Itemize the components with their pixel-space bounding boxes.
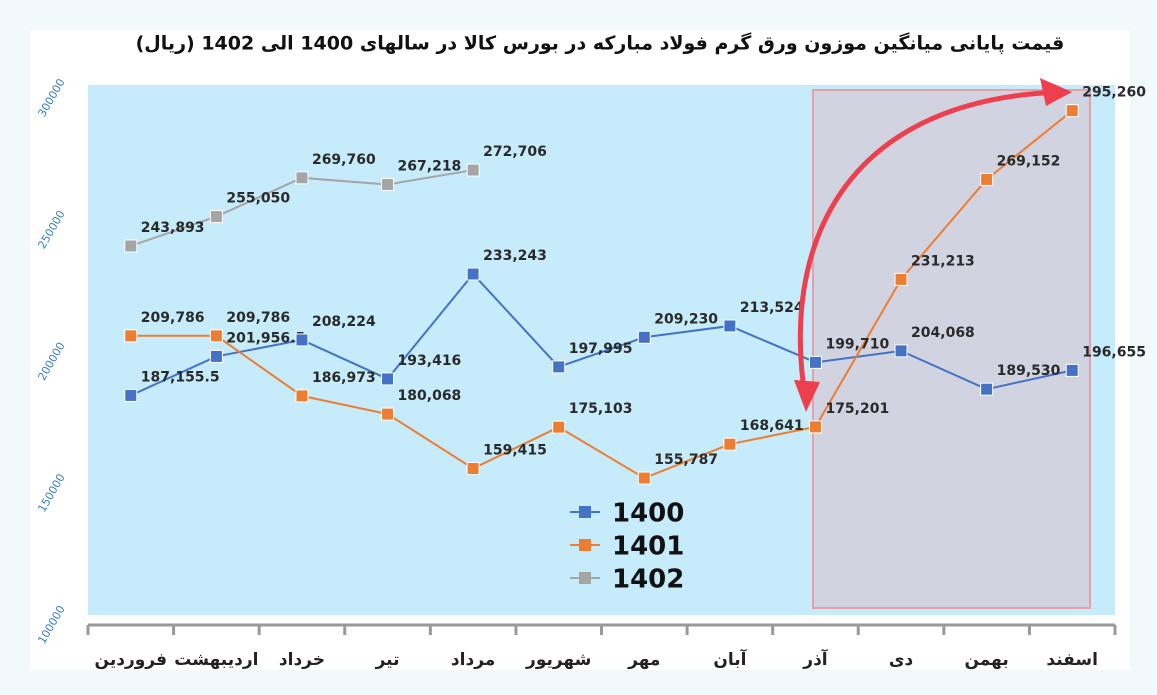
point-marker [808,420,822,434]
data-label: 255,050 [226,191,290,207]
data-label: 209,786 [141,310,205,326]
legend-swatch [579,572,591,584]
data-label: 201,956.5 [226,330,305,346]
data-label: 269,152 [997,153,1061,169]
data-label: 209,230 [654,311,718,327]
x-tick-label: اسفند [1046,650,1098,670]
point-marker [295,333,309,347]
data-label: 197,995 [569,341,633,357]
legend-swatch [579,506,591,518]
data-label: 243,893 [141,220,205,236]
data-label: 231,213 [911,253,975,269]
x-tick-label: آذر [802,648,829,670]
point-marker [124,329,138,343]
data-label: 295,260 [1082,85,1146,101]
chart-title: قیمت پایانی میانگین موزون ورق گرم فولاد … [136,32,1065,55]
point-marker [124,388,138,402]
point-marker [552,420,566,434]
point-marker [466,163,480,177]
series-line [130,109,1073,480]
point-marker [637,471,651,485]
data-label: 189,530 [997,363,1061,379]
point-marker [1065,363,1079,377]
data-label: 180,068 [398,388,462,404]
data-label: 168,641 [740,418,804,434]
x-tick-label: شهریور [525,650,591,670]
point-marker [295,389,309,403]
data-label: 208,224 [312,314,376,330]
x-tick-label: مهر [627,650,660,670]
point-marker [980,382,994,396]
legend-label: 1401 [612,532,684,562]
point-marker [552,360,566,374]
legend-label: 1400 [612,499,684,529]
point-marker [808,355,822,369]
data-label: 233,243 [483,248,547,264]
point-marker [894,272,908,286]
arrow-head [794,380,820,412]
point-marker [381,372,395,386]
x-tick-label: آبان [713,648,747,670]
data-label: 159,415 [483,442,547,458]
data-label: 187,155.5 [141,369,220,385]
data-label: 209,786 [226,310,290,326]
x-tick-label: مرداد [451,650,495,670]
x-tick-label: خرداد [279,650,325,670]
point-marker [723,437,737,451]
legend-label: 1402 [612,565,684,595]
point-marker [980,172,994,186]
point-marker [381,407,395,421]
x-tick-label: اردیبهشت [174,650,258,670]
point-marker [209,210,223,224]
data-label: 199,710 [825,336,889,352]
legend-swatch [579,539,591,551]
arrow-head [1040,78,1072,106]
point-marker [723,319,737,333]
point-marker [209,349,223,363]
point-marker [124,239,138,253]
x-tick-label: دی [889,650,914,670]
data-label: 155,787 [654,452,718,468]
x-tick-label: فروردین [95,650,167,670]
point-marker [637,330,651,344]
data-label: 186,973 [312,370,376,386]
x-tick-label: تیر [375,650,400,670]
data-label: 175,103 [569,401,633,417]
data-label: 175,201 [825,401,889,417]
data-label: 267,218 [398,159,462,175]
arrow [797,89,1061,403]
data-label: 196,655 [1082,344,1146,360]
x-tick-label: بهمن [964,650,1008,670]
point-marker [381,178,395,192]
data-label: 213,524 [740,300,804,316]
point-marker [295,171,309,185]
data-label: 269,760 [312,152,376,168]
highlight-region [812,89,1091,609]
data-label: 204,068 [911,325,975,341]
point-marker [466,267,480,281]
data-label: 193,416 [398,353,462,369]
series-line [130,272,1073,397]
point-marker [209,329,223,343]
point-marker [466,461,480,475]
point-marker [1065,104,1079,118]
point-marker [894,344,908,358]
data-label: 272,706 [483,144,547,160]
